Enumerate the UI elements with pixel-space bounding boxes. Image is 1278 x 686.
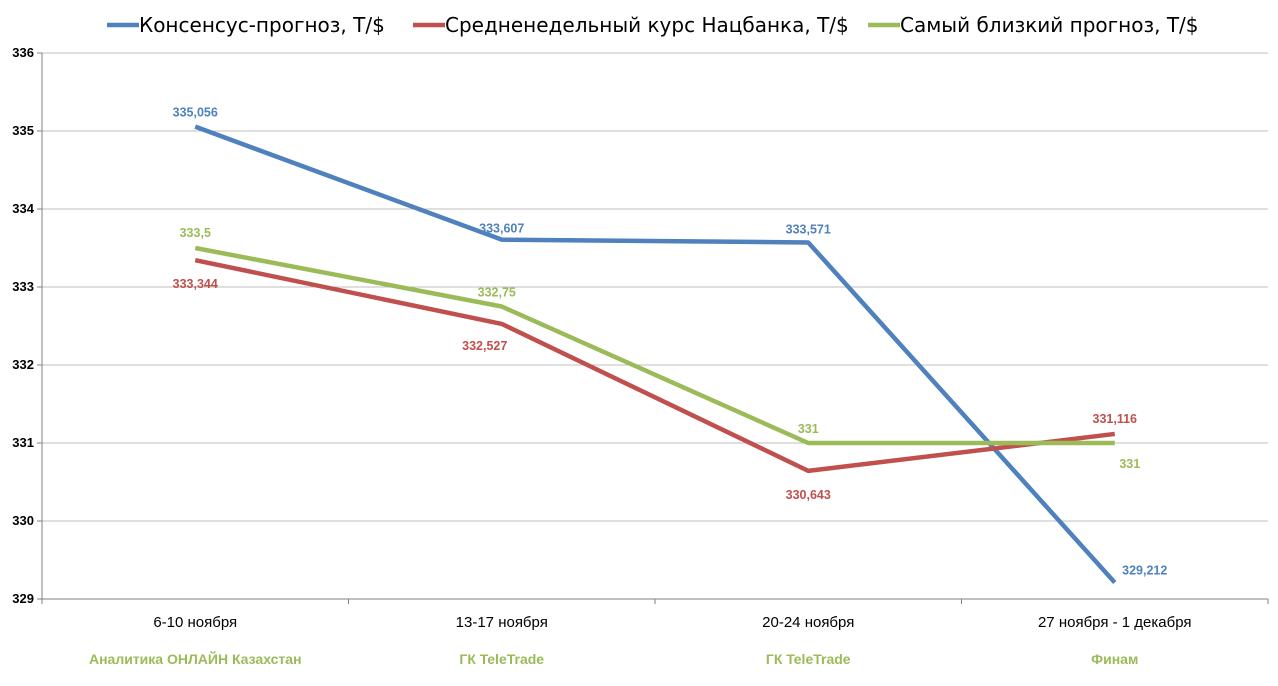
x-sublabel: ГК TeleTrade [766, 651, 851, 667]
data-label: 332,527 [462, 339, 507, 353]
x-axis-ticks: 6-10 ноября 13-17 ноября 20-24 ноября 27 но… [153, 614, 1191, 631]
x-tick-label: 13-17 ноября [456, 614, 548, 631]
data-label: 333,571 [786, 222, 831, 236]
y-tick-label: 331 [12, 435, 34, 450]
y-tick-label: 332 [12, 357, 34, 372]
x-tick-label: 20-24 ноября [762, 614, 854, 631]
y-tick-label: 333 [12, 279, 34, 294]
series-lines [194, 124, 1117, 584]
data-label: 331 [1119, 457, 1140, 471]
data-label: 330,643 [786, 488, 831, 502]
data-labels: 335,056 333,607 333,571 329,212 333,344 332,5… [173, 106, 1168, 578]
legend-label: Средненедельный курс Нацбанка, Т/$ [445, 13, 849, 37]
data-label: 329,212 [1122, 563, 1167, 577]
series-line-3 [194, 245, 1115, 446]
y-tick-label: 334 [12, 201, 34, 216]
x-sublabel: ГК TeleTrade [459, 651, 544, 667]
y-tick-label: 335 [12, 123, 34, 138]
data-label: 333,607 [479, 222, 524, 236]
y-tick-label: 329 [12, 591, 34, 606]
series-line-1 [194, 124, 1117, 584]
data-label: 331,116 [1093, 412, 1138, 426]
axes [37, 52, 1269, 604]
x-sublabel: Аналитика ОНЛАЙН Казахстан [89, 650, 302, 667]
data-label: 333,344 [173, 277, 218, 291]
y-tick-label: 336 [12, 45, 34, 60]
x-axis-sublabels: Аналитика ОНЛАЙН Казахстан ГК TeleTrade ГК… [89, 650, 1138, 667]
data-label: 331 [798, 422, 819, 436]
data-label: 332,75 [478, 286, 516, 300]
legend: Консенсус-прогноз, Т/$ Средненедельный ку… [107, 13, 1199, 37]
x-tick-label: 6-10 ноября [153, 614, 237, 631]
data-label: 335,056 [173, 106, 218, 120]
y-axis-ticks: 329 330 331 332 333 334 335 336 [12, 45, 34, 606]
legend-label: Самый близкий прогноз, Т/$ [900, 13, 1199, 37]
y-tick-label: 330 [12, 513, 34, 528]
series-line-2 [194, 257, 1116, 474]
legend-label: Консенсус-прогноз, Т/$ [139, 13, 385, 37]
data-label: 333,5 [180, 226, 211, 240]
gridlines [42, 52, 1268, 522]
x-tick-label: 27 ноября - 1 декабря [1038, 614, 1192, 631]
x-sublabel: Финам [1091, 651, 1138, 667]
